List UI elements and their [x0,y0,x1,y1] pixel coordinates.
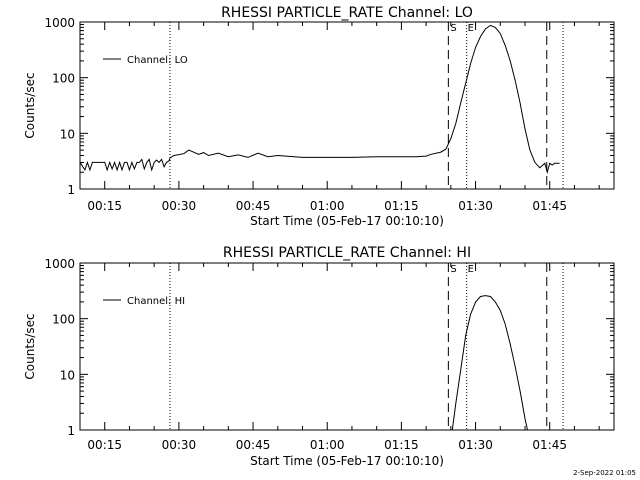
x-tick-label: 01:45 [532,438,567,452]
x-tick-label: 01:00 [310,199,345,213]
x-tick-label: 01:45 [532,199,567,213]
y-tick-label: 1 [67,183,75,197]
plot-frame [79,21,615,190]
chart-panel-lo: RHESSI PARTICLE_RATE Channel: LO Start Ti… [23,5,615,228]
y-tick-label: 10 [60,127,75,141]
series-line-channel-hi [451,295,528,430]
start-marker-label: S [450,264,456,275]
x-axis-label: Start Time (05-Feb-17 00:10:10) [250,454,444,468]
end-marker-label: E [468,264,474,275]
x-tick-label: 00:30 [162,438,197,452]
y-tick-label: 1 [67,424,75,438]
y-axis-label: Counts/sec [23,72,37,138]
plot-frame [79,262,615,431]
legend-label: Channel: HI [127,296,185,307]
y-tick-label: 100 [52,313,75,327]
x-tick-label: 00:45 [236,438,271,452]
y-tick-label: 100 [52,72,75,86]
start-marker-label: S [450,23,456,34]
y-tick-label: 1000 [44,16,75,30]
y-tick-label: 1000 [44,257,75,271]
series-line-channel-lo [80,24,560,175]
end-marker-label: E [468,23,474,34]
chart-panel-hi: RHESSI PARTICLE_RATE Channel: HI Start Ti… [23,245,615,468]
x-tick-label: 00:45 [236,199,271,213]
y-axis-label: Counts/sec [23,313,37,379]
x-tick-label: 00:15 [87,438,122,452]
x-tick-label: 01:00 [310,438,345,452]
legend-label: Channel: LO [127,55,188,66]
x-tick-label: 00:15 [87,199,122,213]
x-tick-label: 01:30 [458,438,493,452]
x-tick-label: 01:15 [384,199,419,213]
x-tick-label: 01:15 [384,438,419,452]
x-tick-label: 00:30 [162,199,197,213]
generation-timestamp: 2-Sep-2022 01:05 [573,469,636,477]
x-tick-label: 01:30 [458,199,493,213]
chart-title: RHESSI PARTICLE_RATE Channel: LO [221,5,473,21]
x-axis-label: Start Time (05-Feb-17 00:10:10) [250,214,444,228]
y-tick-label: 10 [60,368,75,382]
chart-title: RHESSI PARTICLE_RATE Channel: HI [223,245,471,261]
